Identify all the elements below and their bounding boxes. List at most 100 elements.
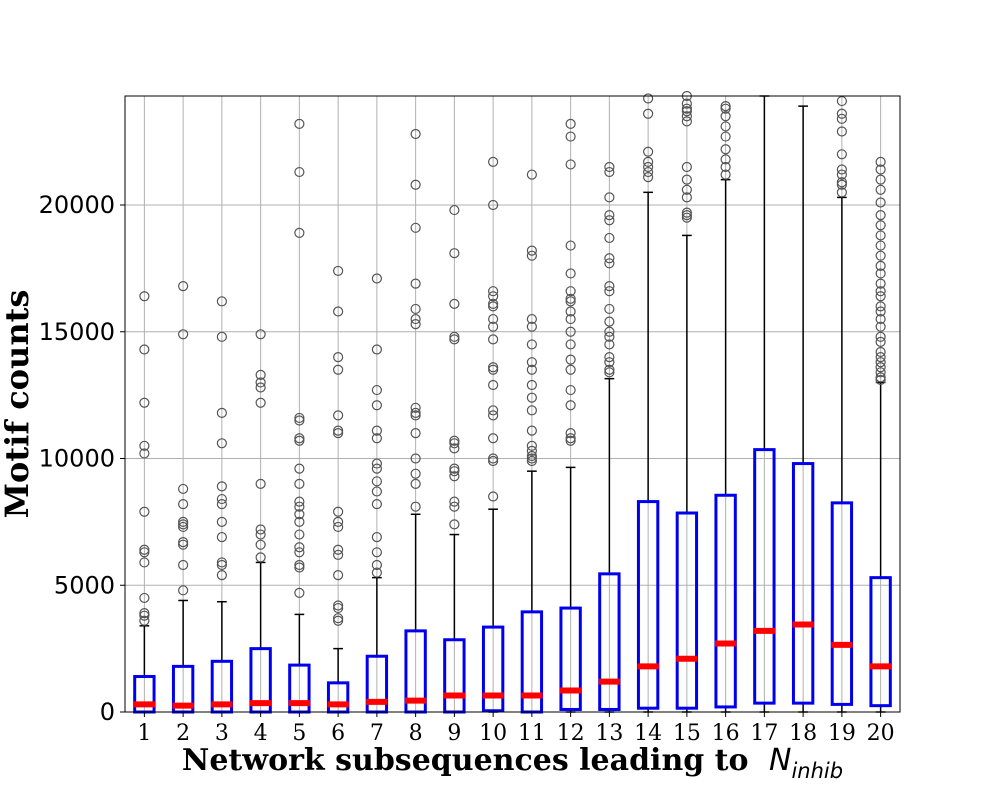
flier-point bbox=[604, 286, 615, 297]
flier-point bbox=[410, 402, 421, 413]
flier-point bbox=[565, 339, 576, 350]
flier-point bbox=[410, 222, 421, 233]
box-body bbox=[481, 625, 505, 713]
flier-point bbox=[565, 313, 576, 325]
flier-point bbox=[875, 313, 886, 325]
x-tick-label: 13 bbox=[595, 721, 623, 746]
flier-point bbox=[526, 379, 537, 391]
flier-point bbox=[681, 116, 692, 127]
flier-point bbox=[255, 529, 266, 540]
flier-point bbox=[294, 516, 305, 527]
flier-point bbox=[294, 415, 305, 426]
flier-point bbox=[410, 407, 421, 418]
x-tick-label: 4 bbox=[254, 721, 268, 746]
flier-point bbox=[178, 516, 189, 527]
flier-point bbox=[681, 184, 692, 195]
flier-point bbox=[216, 493, 227, 505]
flier-point bbox=[836, 108, 847, 119]
flier-point bbox=[178, 499, 189, 510]
x-tick-label: 6 bbox=[331, 721, 345, 746]
flier-point bbox=[526, 339, 537, 350]
flier-point bbox=[875, 268, 886, 279]
flier-point bbox=[294, 412, 305, 424]
flier-point bbox=[875, 278, 886, 289]
flier-point bbox=[410, 410, 421, 421]
y-tick-label: 20000 bbox=[39, 191, 115, 219]
x-tick-label: 11 bbox=[518, 721, 546, 746]
flier-point bbox=[139, 547, 150, 558]
flier-point bbox=[720, 144, 731, 155]
flier-point bbox=[371, 273, 382, 284]
flier-point bbox=[681, 207, 692, 218]
x-tick-label: 7 bbox=[370, 721, 384, 746]
flier-point bbox=[526, 453, 537, 464]
flier-point bbox=[604, 232, 615, 244]
flier-point bbox=[488, 321, 499, 332]
flier-point bbox=[333, 306, 344, 317]
flier-point bbox=[216, 296, 227, 307]
flier-point bbox=[449, 435, 460, 446]
flier-point bbox=[488, 362, 499, 373]
flier-point bbox=[333, 425, 344, 436]
flier-point bbox=[294, 562, 305, 573]
flier-point bbox=[488, 453, 499, 464]
flier-point bbox=[333, 615, 344, 626]
flier-point bbox=[139, 291, 150, 302]
flier-point bbox=[875, 357, 886, 368]
flier-point bbox=[294, 547, 305, 558]
flier-point bbox=[875, 156, 886, 168]
flier-point bbox=[371, 567, 382, 578]
flier-point bbox=[488, 313, 499, 325]
flier-point bbox=[139, 397, 150, 408]
flier-point bbox=[836, 95, 847, 107]
flier-point bbox=[526, 405, 537, 416]
flier-point bbox=[875, 240, 886, 251]
flier-point bbox=[178, 585, 189, 596]
flier-point bbox=[875, 321, 886, 332]
flier-point bbox=[449, 463, 460, 474]
flier-point bbox=[488, 298, 499, 309]
x-axis-label: Network subsequences leading to Ninhib bbox=[182, 743, 843, 783]
flier-point bbox=[333, 570, 344, 581]
flier-point bbox=[333, 428, 344, 439]
flier-point bbox=[216, 499, 227, 510]
flier-point bbox=[604, 210, 615, 221]
flier-point bbox=[488, 199, 499, 211]
flier-point bbox=[410, 179, 421, 190]
flier-point bbox=[178, 521, 189, 533]
flier-point bbox=[565, 159, 576, 170]
flier-point bbox=[875, 230, 886, 241]
flier-point bbox=[875, 306, 886, 317]
flier-point bbox=[333, 549, 344, 560]
flier-point bbox=[526, 169, 537, 180]
flier-point bbox=[139, 440, 150, 451]
flier-point bbox=[875, 331, 886, 342]
flier-point bbox=[526, 245, 537, 256]
flier-point bbox=[333, 602, 344, 614]
x-axis: 1 2 3 4 5 6 7 8 9 10 11 12 13 14 15 16 17 18 19 20 bbox=[137, 712, 895, 746]
flier-point bbox=[565, 306, 576, 317]
flier-point bbox=[449, 248, 460, 259]
flier-point bbox=[836, 187, 847, 198]
flier-point bbox=[139, 506, 150, 517]
flier-point bbox=[720, 111, 731, 122]
box-body bbox=[598, 572, 621, 711]
flier-point bbox=[565, 240, 576, 251]
flier-point bbox=[139, 610, 150, 621]
flier-point bbox=[294, 227, 305, 238]
flier-point bbox=[449, 334, 460, 345]
flier-point bbox=[371, 425, 382, 436]
flier-point bbox=[643, 172, 654, 183]
flier-point bbox=[565, 286, 576, 297]
flier-point bbox=[875, 374, 886, 386]
flier-point bbox=[255, 478, 266, 489]
flier-point bbox=[604, 339, 615, 350]
flier-point bbox=[488, 364, 499, 375]
x-tick-label: 3 bbox=[215, 721, 229, 746]
flier-point bbox=[333, 410, 344, 421]
flier-point bbox=[178, 559, 189, 571]
flier-point bbox=[875, 164, 886, 175]
flier-point bbox=[604, 192, 615, 203]
flier-point bbox=[294, 463, 305, 474]
flier-point bbox=[565, 326, 576, 337]
